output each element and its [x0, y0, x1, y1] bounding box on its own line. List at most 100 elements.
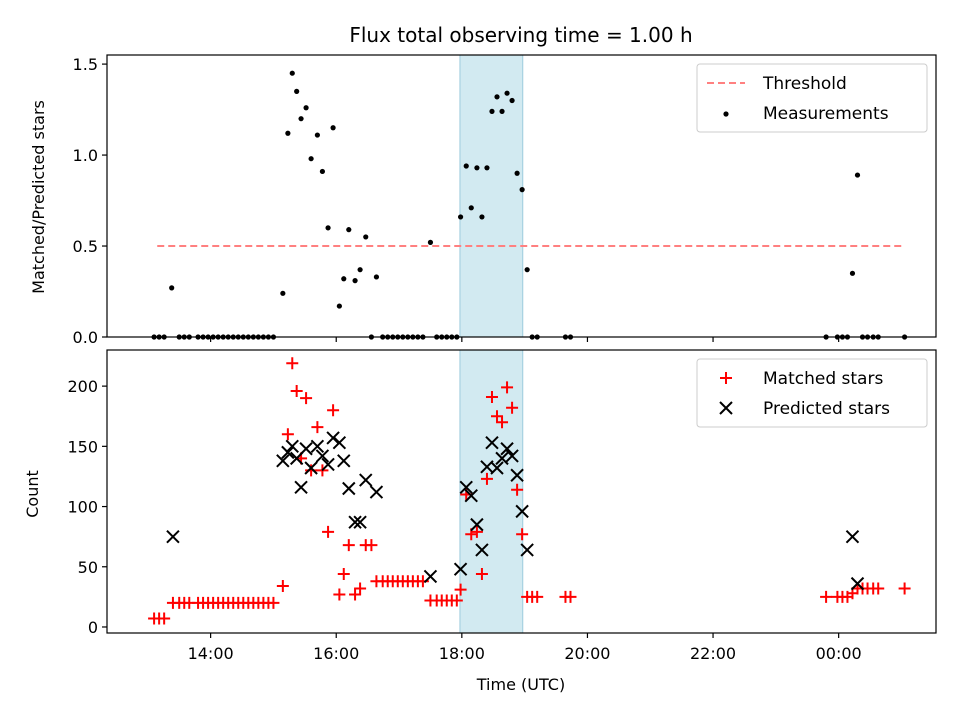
measurement-point	[330, 125, 336, 131]
measurement-point	[319, 168, 326, 175]
predicted-star-point	[495, 451, 509, 466]
measurement-point	[294, 88, 300, 94]
predicted-star-point	[505, 449, 519, 463]
matched-star-point	[454, 583, 467, 596]
matched-star-point	[872, 582, 885, 595]
matched-star-point	[286, 357, 299, 370]
predicted-star-point	[470, 517, 484, 532]
measurement-point	[474, 165, 480, 171]
legend-box-bottom	[696, 358, 928, 428]
chart-title: Flux total observing time = 1.00 h	[349, 23, 692, 47]
matched-star-point	[333, 588, 346, 601]
measurement-point	[352, 278, 358, 284]
measurement-point	[457, 214, 464, 220]
y-tick-label-bottom: 200	[67, 377, 98, 396]
predicted-star-point	[359, 473, 373, 487]
measurement-point	[427, 239, 434, 245]
measurement-point	[484, 165, 490, 171]
legend-label: Matched stars	[763, 369, 883, 389]
matched-star-point	[898, 582, 911, 595]
predicted-star-point	[520, 543, 534, 557]
measurement-point	[285, 130, 291, 136]
matched-star-point	[322, 525, 335, 538]
matched-star-point	[354, 582, 367, 595]
measurement-point	[336, 303, 342, 309]
matched-star-point	[820, 590, 833, 603]
predicted-star-point	[337, 454, 351, 468]
highlight-span-top	[459, 54, 524, 338]
measurement-point	[308, 156, 314, 162]
matched-star-point	[511, 483, 524, 496]
predicted-star-point	[321, 457, 335, 472]
measurement-point	[499, 108, 505, 114]
predicted-star-point	[342, 481, 356, 496]
y-tick-label-bottom: 100	[67, 498, 98, 517]
measurement-point	[363, 234, 369, 240]
series-top-0	[151, 70, 908, 340]
predicted-star-point	[369, 485, 384, 499]
predicted-star-point	[276, 454, 290, 468]
measurement-point	[325, 225, 331, 231]
predicted-star-point	[294, 480, 308, 494]
measurement-point	[854, 172, 861, 178]
predicted-star-point	[281, 445, 295, 460]
y-tick-label-top: 1.0	[73, 146, 98, 165]
x-tick-label: 00:00	[816, 644, 862, 663]
matched-star-point	[311, 421, 324, 434]
y-axis-label-top: Matched/Predicted stars	[29, 100, 48, 294]
legend-label: Threshold	[762, 74, 847, 94]
matched-star-point	[267, 596, 280, 609]
legend-top: Threshold Measurements	[696, 63, 928, 133]
predicted-star-point	[315, 449, 330, 463]
predicted-star-point	[310, 439, 325, 454]
matched-star-point	[470, 525, 483, 538]
legend-label: Predicted stars	[763, 399, 890, 419]
series-bottom-0	[148, 357, 911, 625]
predicted-star-point	[510, 468, 524, 482]
bottom-panel: 0 50 100 150 200 14:00 16:00 18:00 20:00 22:00 00:…	[67, 349, 937, 663]
matched-star-point	[506, 401, 519, 414]
matched-star-point	[491, 410, 504, 423]
measurement-point	[514, 170, 520, 176]
y-tick-label-bottom: 150	[67, 437, 98, 456]
legend-predicted-swatch	[719, 401, 733, 415]
measurement-point	[463, 163, 469, 169]
matched-star-point	[337, 567, 350, 580]
predicted-star-point	[299, 442, 313, 456]
matched-star-point	[300, 392, 313, 405]
predicted-star-point	[304, 461, 318, 475]
matched-star-point	[475, 567, 488, 580]
matched-star-point	[516, 528, 529, 541]
x-axis-label: Time (UTC)	[476, 675, 565, 694]
measurement-point	[373, 274, 380, 280]
legend-label: Measurements	[763, 104, 889, 124]
predicted-star-point	[326, 431, 340, 445]
series-bottom-1	[166, 431, 865, 591]
predicted-star-point	[285, 439, 299, 454]
measurement-point	[314, 132, 320, 138]
matched-star-point	[450, 594, 463, 607]
y-tick-label-top: 0.5	[73, 237, 98, 256]
matched-star-point	[564, 590, 577, 603]
predicted-star-point	[353, 515, 367, 529]
matched-star-point	[501, 381, 514, 394]
axes-frame-bottom	[106, 349, 937, 634]
measurement-point	[849, 270, 856, 276]
x-tick-label: 16:00	[313, 644, 359, 663]
predicted-star-point	[453, 562, 468, 576]
matched-star-point	[276, 580, 289, 593]
matched-star-point	[281, 428, 294, 441]
measurement-point	[303, 105, 309, 111]
x-tick-label: 22:00	[690, 644, 736, 663]
measurement-point	[468, 205, 474, 211]
measurement-point	[504, 90, 510, 96]
legend-measurement-swatch	[723, 111, 729, 117]
matched-star-point	[531, 590, 544, 603]
measurement-point	[509, 97, 515, 104]
matched-star-point	[496, 416, 509, 429]
measurement-point	[524, 267, 530, 273]
predicted-star-point	[490, 461, 504, 475]
matched-star-point	[290, 384, 303, 397]
axes-frame-top	[106, 54, 937, 338]
predicted-star-point	[515, 504, 529, 519]
